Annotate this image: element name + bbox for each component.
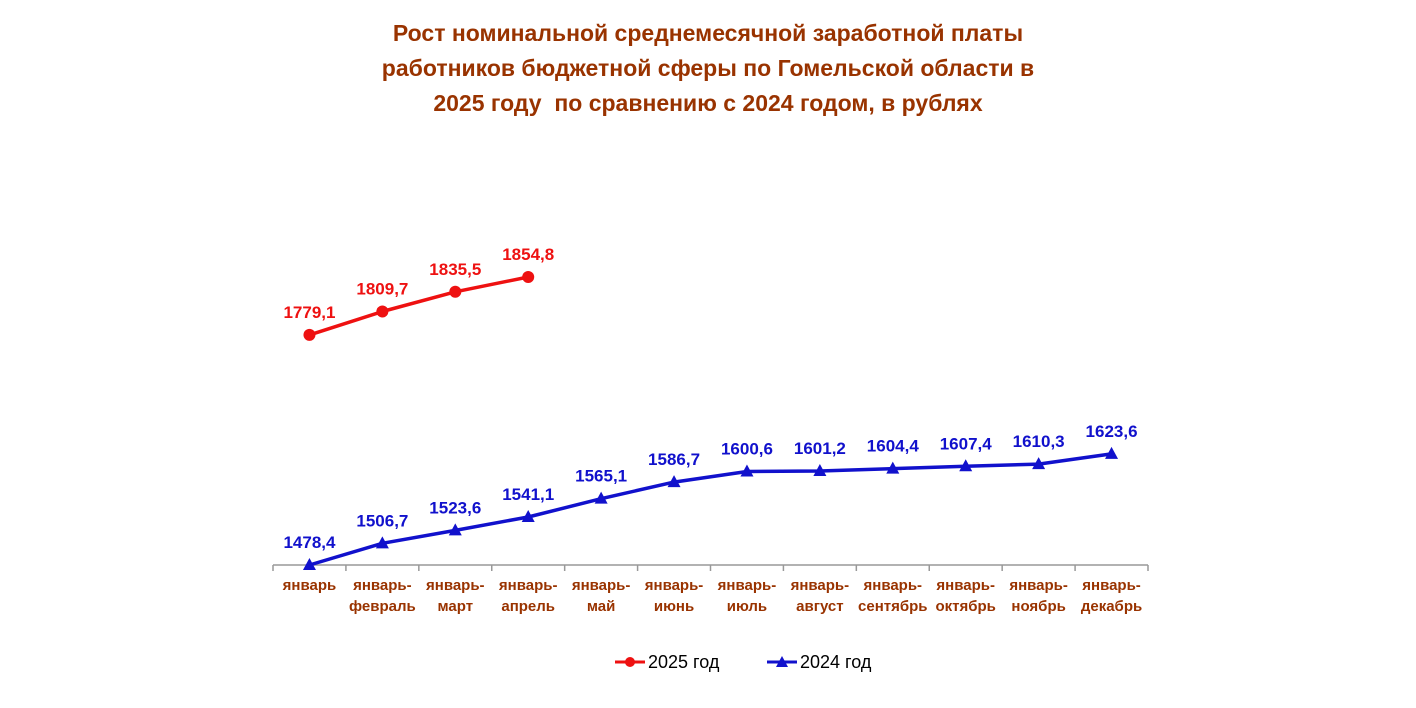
data-point: [594, 491, 608, 504]
x-tick-label-line: июль: [727, 598, 767, 615]
chart-legend: 2025 год 2024 год: [0, 650, 1416, 674]
data-label: 1610,3: [1013, 432, 1065, 451]
x-tick-label-line: январь-: [1009, 577, 1068, 594]
legend-marker-2025: [615, 657, 645, 667]
x-tick-label: январь-ноябрь: [1009, 577, 1068, 615]
x-tick-label-line: март: [438, 598, 474, 615]
x-tick-label-line: май: [587, 598, 615, 615]
data-label: 1809,7: [356, 280, 408, 299]
data-label: 1623,6: [1086, 422, 1138, 441]
x-tick-label-line: декабрь: [1081, 598, 1142, 615]
data-point: [813, 464, 827, 477]
x-tick-label-line: январь-: [791, 577, 850, 594]
data-label: 1779,1: [283, 303, 335, 322]
data-point: [375, 536, 389, 549]
x-tick-label: январь: [283, 577, 337, 594]
data-label: 1478,4: [283, 533, 336, 552]
x-tick-label-line: январь-: [426, 577, 485, 594]
data-point: [522, 271, 535, 283]
x-tick-label-line: апрель: [501, 598, 555, 615]
legend-label-2025: 2025 год: [648, 651, 720, 672]
data-point: [959, 459, 973, 472]
x-tick-label: январь-апрель: [499, 577, 558, 615]
data-label: 1541,1: [502, 485, 554, 504]
x-tick-label-line: январь-: [1082, 577, 1141, 594]
legend-label-2024: 2024 год: [800, 651, 872, 672]
data-label: 1523,6: [429, 498, 481, 517]
legend-item-2024: 2024 год: [766, 650, 871, 674]
x-tick-label: январь-март: [426, 577, 485, 615]
x-tick-label: январь-октябрь: [935, 577, 995, 615]
x-tick-label-line: июнь: [654, 598, 694, 615]
chart-title-line-2: работников бюджетной сферы по Гомельской…: [381, 55, 1035, 81]
x-tick-label: январь-сентябрь: [858, 577, 928, 615]
x-tick-label-line: ноябрь: [1011, 598, 1065, 615]
chart-title-line-3: 2025 году по сравнению с 2024 годом, в р…: [433, 90, 983, 116]
data-point: [740, 464, 754, 477]
x-tick-label: январь-май: [572, 577, 631, 615]
x-tick-label-line: январь-: [572, 577, 631, 594]
data-label: 1604,4: [867, 437, 920, 456]
data-label: 1854,8: [502, 245, 554, 264]
data-label: 1600,6: [721, 439, 773, 458]
x-tick-label: январь-август: [791, 577, 850, 615]
x-tick-label-line: январь-: [353, 577, 412, 594]
data-point: [303, 328, 316, 341]
x-tick-label: январь-июнь: [645, 577, 704, 615]
data-label: 1565,1: [575, 467, 627, 486]
data-point: [302, 558, 316, 570]
x-tick-label-line: август: [796, 598, 843, 615]
chart-title-line-1: Рост номинальной среднемесячной заработн…: [392, 20, 1024, 46]
legend-item-2025: 2025 год: [614, 650, 719, 674]
series-line-1: [309, 452, 1112, 567]
x-tick-label: январь-декабрь: [1081, 577, 1142, 615]
legend-marker-2024: [767, 656, 797, 667]
chart-title: Рост номинальной среднемесячной заработн…: [0, 16, 1416, 121]
data-point: [521, 510, 535, 523]
x-tick-label-line: январь-: [936, 577, 995, 594]
data-label: 1506,7: [356, 511, 408, 530]
x-tick-label-line: январь: [283, 577, 337, 594]
x-tick-label-line: сентябрь: [858, 598, 928, 615]
x-tick-label-line: январь-: [645, 577, 704, 594]
data-point: [449, 285, 462, 298]
data-point: [376, 305, 389, 318]
x-tick-label-line: февраль: [349, 598, 416, 615]
data-label: 1601,2: [794, 439, 846, 458]
x-tick-label: январь-февраль: [349, 577, 416, 615]
x-tick-label-line: январь-: [864, 577, 923, 594]
data-label: 1586,7: [648, 450, 700, 469]
x-tick-label-line: январь-: [718, 577, 777, 594]
data-point: [448, 523, 462, 536]
data-point: [1032, 457, 1046, 470]
data-label: 1835,5: [429, 260, 481, 279]
data-point: [886, 461, 900, 474]
data-point: [667, 475, 681, 488]
x-tick-label-line: октябрь: [935, 598, 995, 615]
series-line-0: [308, 275, 529, 337]
x-tick-label-line: январь-: [499, 577, 558, 594]
data-label: 1607,4: [940, 434, 993, 453]
data-point: [1105, 446, 1119, 459]
x-tick-label: январь-июль: [718, 577, 777, 615]
